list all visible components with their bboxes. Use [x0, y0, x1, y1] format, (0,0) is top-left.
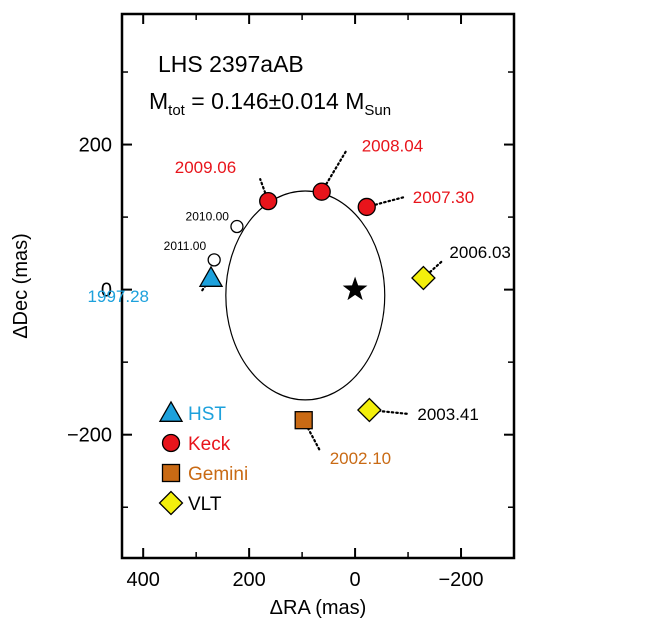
legend-keck-label: Keck [188, 434, 231, 455]
y-tick-label: −200 [67, 425, 112, 447]
subtitle-prefix-sub: tot [168, 102, 186, 119]
hst-point [200, 267, 222, 286]
chart-subtitle: Mtot = 0.146±0.014 MSun [149, 88, 391, 119]
legend: HST Keck Gemini VLT [160, 402, 249, 515]
predicted-point [231, 221, 243, 233]
primary-star-marker [343, 277, 368, 301]
epoch-label: 2006.03 [449, 243, 510, 262]
keck-point [260, 193, 277, 210]
subtitle-prefix: M [149, 88, 168, 114]
y-tick-label: 200 [79, 135, 112, 157]
chart-title: LHS 2397aAB [158, 51, 304, 77]
vlt-point [358, 399, 381, 422]
epoch-label: 2009.06 [175, 158, 236, 177]
x-tick-label: 400 [127, 569, 160, 591]
epoch-label: 2007.30 [413, 188, 474, 207]
gemini-point [295, 412, 312, 429]
keck-point [358, 198, 375, 215]
x-tick-label: 200 [232, 569, 265, 591]
y-axis-title: ΔDec (mas) [10, 233, 32, 339]
predicted-label: 2011.00 [164, 239, 207, 253]
legend-vlt-label: VLT [188, 494, 222, 515]
points-layer [200, 183, 435, 428]
x-tick-label: −200 [438, 569, 483, 591]
subtitle-unit-sub: Sun [364, 102, 391, 119]
subtitle-value: = 0.146±0.014 M [185, 88, 365, 114]
epoch-label: 2008.04 [362, 137, 423, 156]
keck-point [313, 183, 330, 200]
legend-hst-marker [160, 402, 182, 421]
epoch-label: 2002.10 [330, 449, 391, 468]
x-tick-label: 0 [350, 569, 361, 591]
legend-gemini-label: Gemini [188, 464, 248, 485]
predicted-label: 2010.00 [186, 210, 230, 224]
epoch-label: 2003.41 [417, 405, 478, 424]
legend-hst-label: HST [188, 404, 226, 425]
legend-vlt-marker [160, 492, 183, 515]
predicted-point [208, 254, 220, 266]
legend-gemini-marker [163, 465, 180, 482]
legend-keck-marker [163, 435, 180, 452]
x-axis-title: ΔRA (mas) [270, 597, 367, 619]
epoch-label: 1997.28 [88, 287, 149, 306]
